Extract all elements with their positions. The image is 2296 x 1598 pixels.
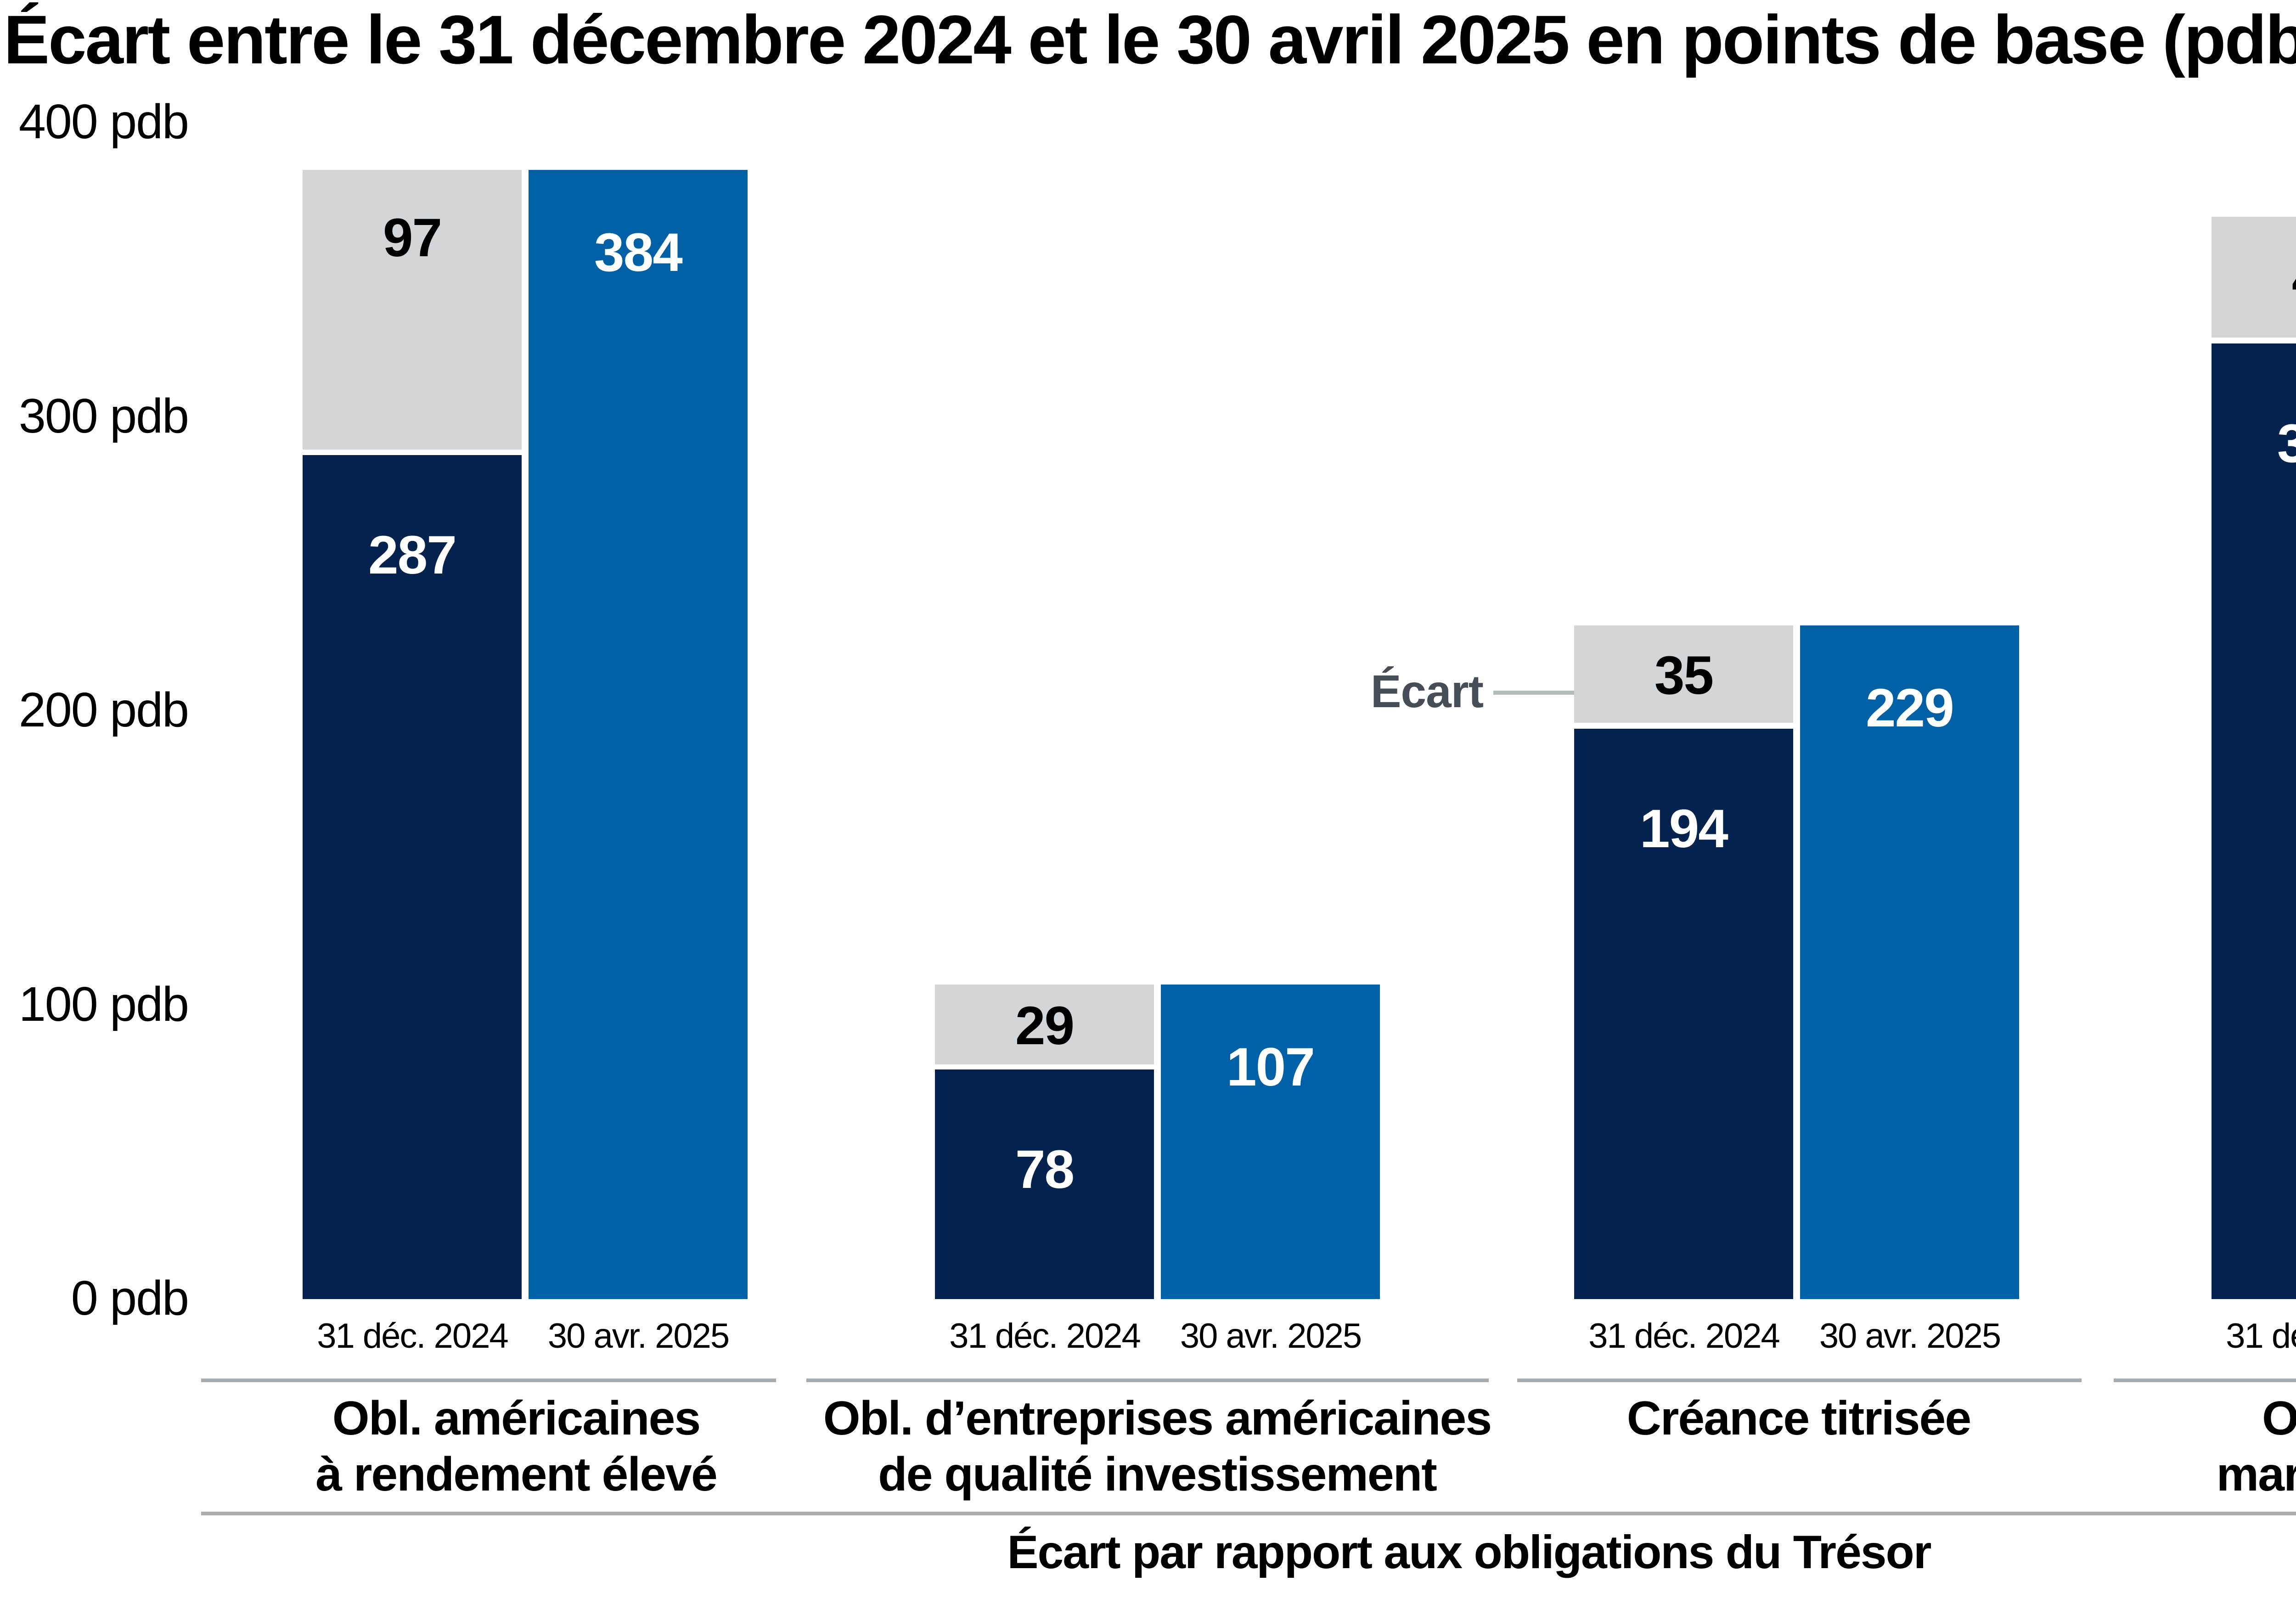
- group-label: Obl. d’entreprises américaines de qualité…: [721, 1390, 1593, 1502]
- bar-ecart-segment: 29: [935, 985, 1154, 1064]
- bar-ecart-value: 35: [1654, 645, 1714, 706]
- axis-bottom-line: [201, 1512, 2296, 1515]
- bar-ecart-segment: 35: [1574, 625, 1793, 723]
- group-separator-line: [201, 1379, 776, 1382]
- bar-date-label: 31 déc. 2024: [2226, 1317, 2296, 1356]
- bar-date-label: 31 déc. 2024: [317, 1317, 509, 1356]
- y-tick-label: 200 pdb: [18, 683, 189, 737]
- bar-avr30: 384: [529, 170, 748, 1299]
- group-label-line: Créance titrisée: [1626, 1392, 1971, 1445]
- group-label: Obl. américaines à rendement élevé: [80, 1390, 952, 1502]
- bar-dec31-value: 325: [2277, 413, 2296, 474]
- bar-ecart-value: 43: [2212, 248, 2296, 310]
- bar-date-label: 30 avr. 2025: [1180, 1317, 1362, 1356]
- bar-date-label: 30 avr. 2025: [1819, 1317, 2001, 1356]
- bar-date-label: 31 déc. 2024: [949, 1317, 1141, 1356]
- bar-dec31-value: 287: [368, 525, 457, 585]
- x-axis-title: Écart par rapport aux obligations du Tré…: [1007, 1526, 1931, 1578]
- group-label-line: de qualité investissement: [878, 1448, 1437, 1501]
- group-label-line: Obligations des: [2262, 1392, 2296, 1445]
- bar-date-label: 31 déc. 2024: [1588, 1317, 1780, 1356]
- bar-ecart-segment: 97: [303, 170, 522, 450]
- bar-date-label: 30 avr. 2025: [547, 1317, 730, 1356]
- group-label: Créance titrisée: [1362, 1390, 2235, 1446]
- bar-dec31-value: 78: [1015, 1139, 1075, 1200]
- group-label-line: marchés émergents: [2216, 1448, 2296, 1501]
- y-tick-label: 100 pdb: [18, 977, 189, 1031]
- bar-dec31: 78: [935, 1069, 1154, 1299]
- bar-avr30-value: 229: [1866, 678, 1954, 738]
- bar-ecart-value: 29: [1015, 996, 1075, 1056]
- group-separator-line: [806, 1379, 1489, 1382]
- bar-dec31: 194: [1574, 729, 1793, 1299]
- group-separator-line: [2114, 1379, 2296, 1382]
- bar-avr30: 229: [1800, 625, 2019, 1299]
- bar-dec31-value: 194: [1640, 799, 1728, 859]
- group-label-line: Obl. d’entreprises américaines: [823, 1392, 1492, 1445]
- y-tick-label: 400 pdb: [18, 95, 189, 149]
- bar-ecart-segment: 43: [2212, 217, 2296, 338]
- bar-avr30-value: 107: [1227, 1037, 1315, 1097]
- group-label-line: à rendement élevé: [315, 1448, 718, 1501]
- group-label-line: Obl. américaines: [332, 1392, 701, 1445]
- ecart-annotation-label: Écart: [1370, 666, 1484, 717]
- group-separator-line: [1517, 1379, 2082, 1382]
- chart-title: Écart entre le 31 décembre 2024 et le 30…: [4, 1, 2296, 78]
- ecart-annotation-line: [1493, 691, 1574, 695]
- bar-ecart-value: 97: [383, 208, 442, 268]
- bar-dec31: 325: [2212, 343, 2296, 1299]
- bar-avr30: 107: [1161, 985, 1380, 1299]
- group-label: Obligations desmarchés émergents: [1998, 1390, 2296, 1502]
- y-tick-label: 0 pdb: [71, 1271, 189, 1325]
- bar-avr30-value: 384: [594, 222, 683, 283]
- bar-dec31: 287: [303, 455, 522, 1299]
- y-tick-label: 300 pdb: [18, 389, 189, 443]
